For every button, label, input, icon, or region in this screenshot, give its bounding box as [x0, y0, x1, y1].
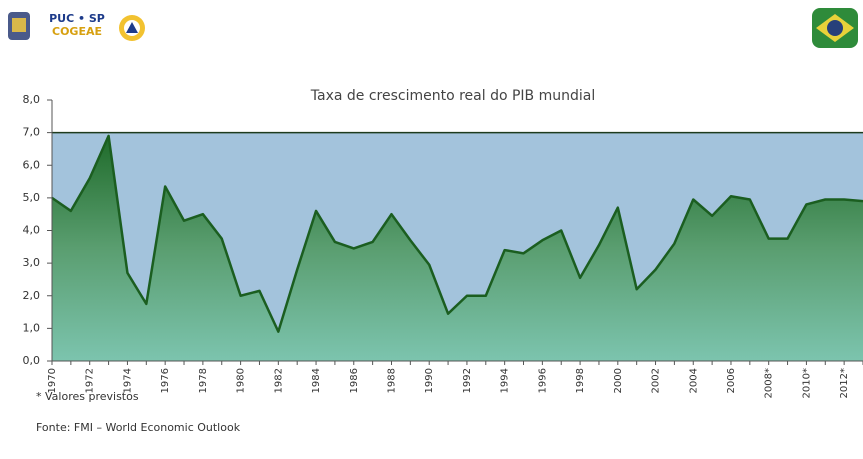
y-tick-label: 5,0: [23, 191, 41, 204]
y-tick-label: 4,0: [23, 224, 41, 237]
x-tick-label: 1976: [160, 368, 171, 393]
flag: [812, 8, 858, 48]
logo-text: PUC • SP: [49, 12, 105, 25]
y-tick-label: 1,0: [23, 321, 41, 334]
x-tick-label: 1992: [462, 368, 473, 393]
x-tick-label: 2004: [688, 368, 699, 393]
x-tick-label: 1978: [198, 368, 209, 393]
logo-circle: [119, 15, 145, 41]
x-tick-label: 1970: [47, 368, 58, 393]
x-tick-label: 1998: [575, 368, 586, 393]
x-tick-label: 2008*: [764, 368, 775, 398]
x-tick-label: 1982: [273, 368, 284, 393]
x-tick-label: 2002: [651, 368, 662, 393]
x-tick-label: 1990: [424, 368, 435, 393]
y-tick-label: 7,0: [23, 126, 41, 139]
x-tick-label: 1988: [386, 368, 397, 393]
x-tick-label: 1996: [537, 368, 548, 393]
area: [52, 135, 863, 361]
y-tick-label: 0,0: [23, 354, 41, 367]
note: Fonte: FMI – World Economic Outlook: [36, 421, 241, 434]
x-tick-label: 1984: [311, 368, 322, 393]
x-tick-label: 1994: [500, 368, 511, 393]
x-tick-label: 1986: [349, 368, 360, 393]
x-tick-label: 2012*: [839, 368, 850, 398]
x-tick-label: 2000: [613, 368, 624, 393]
logo-text: COGEAE: [52, 25, 102, 38]
y-tick-label: 3,0: [23, 256, 41, 269]
logo-puc: [8, 12, 30, 40]
note: * Valores previstos: [36, 390, 139, 403]
x-tick-label: 2010*: [801, 368, 812, 398]
x-tick-label: 1972: [85, 368, 96, 393]
logo-cogeae: PUC • SP COGEAE: [49, 12, 105, 38]
x-tick-label: 1980: [236, 368, 247, 393]
chart-title: Taxa de crescimento real do PIB mundial: [310, 88, 595, 104]
x-tick-label: 2006: [726, 368, 737, 393]
y-tick-label: 8,0: [23, 93, 41, 106]
y-tick-label: 2,0: [23, 289, 41, 302]
line: [51, 134, 863, 333]
x-tick-label: 1974: [122, 368, 133, 393]
y-tick-label: 6,0: [23, 158, 41, 171]
